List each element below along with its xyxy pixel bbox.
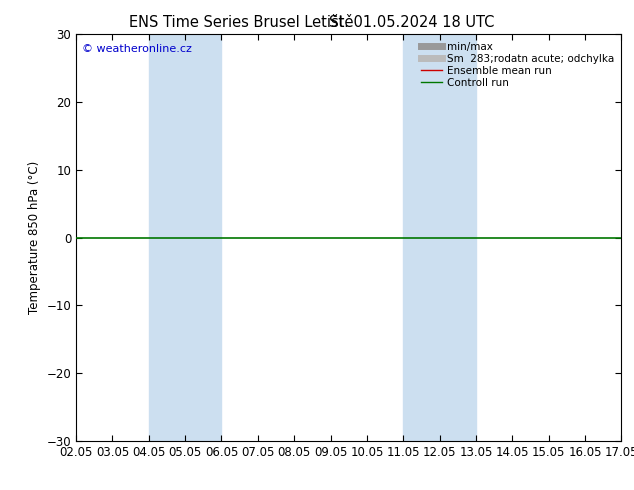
Legend: min/max, Sm  283;rodatn acute; odchylka, Ensemble mean run, Controll run: min/max, Sm 283;rodatn acute; odchylka, …: [418, 40, 616, 90]
Text: ENS Time Series Brusel Letiště: ENS Time Series Brusel Letiště: [129, 15, 353, 30]
Bar: [403, 34, 476, 441]
Y-axis label: Temperature 850 hPa (°C): Temperature 850 hPa (°C): [28, 161, 41, 314]
Bar: [149, 34, 221, 441]
Text: St. 01.05.2024 18 UTC: St. 01.05.2024 18 UTC: [330, 15, 495, 30]
Text: © weatheronline.cz: © weatheronline.cz: [82, 45, 191, 54]
